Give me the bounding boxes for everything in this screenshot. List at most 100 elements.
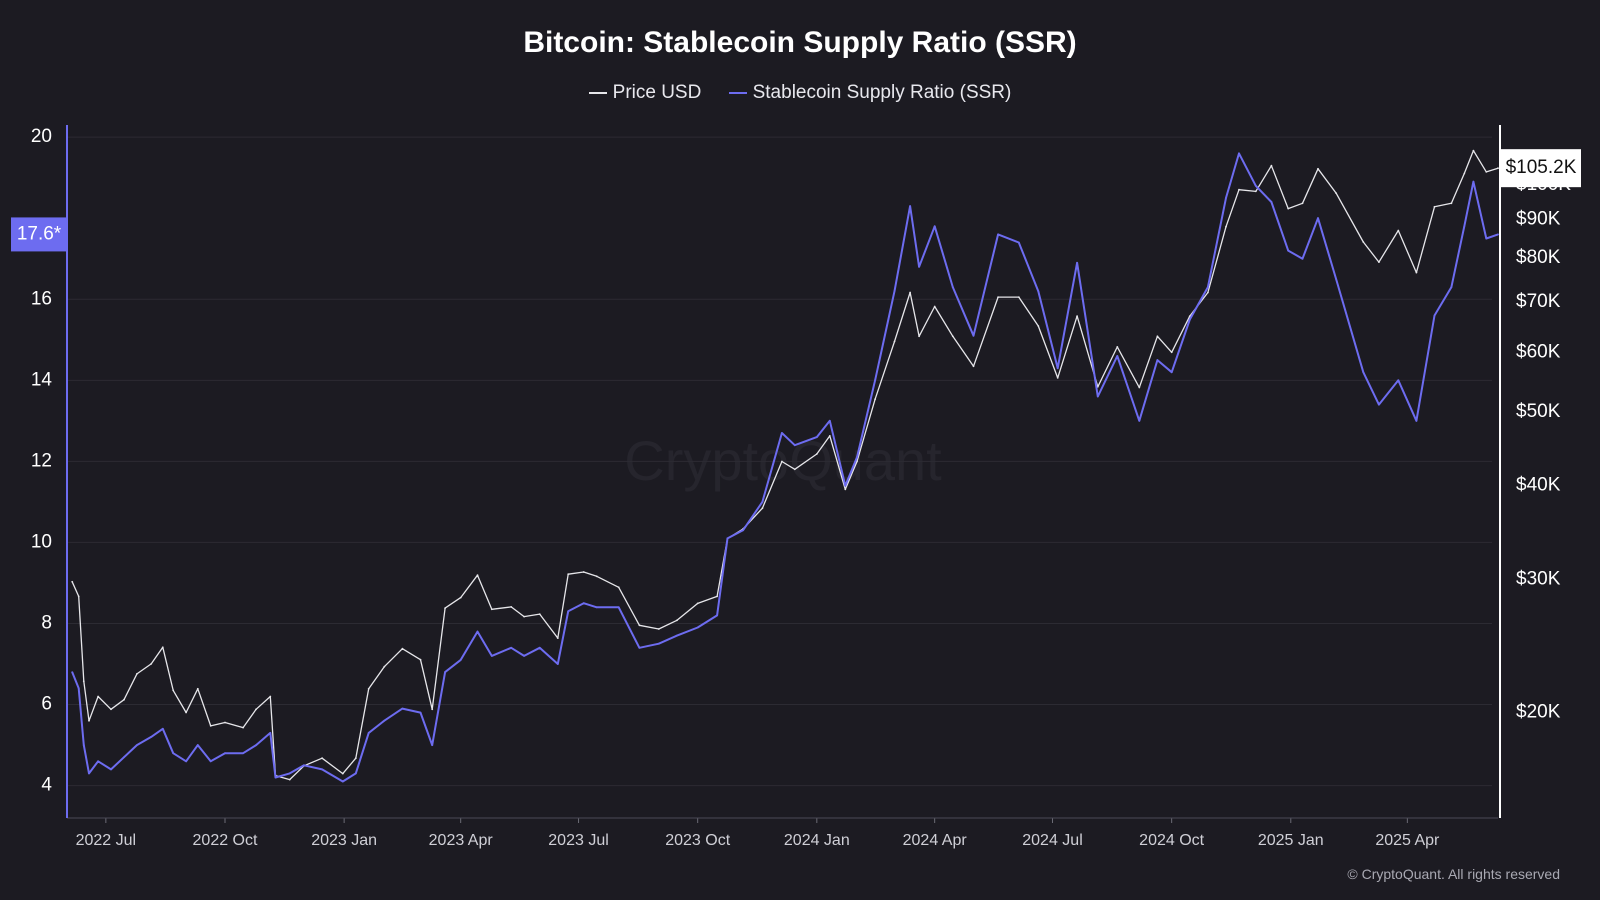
data-point-ssr [71, 671, 74, 673]
data-point-price [893, 340, 896, 343]
data-point-ssr [1378, 403, 1380, 406]
data-point-ssr [367, 732, 370, 734]
data-point-ssr [476, 630, 479, 633]
data-point-ssr [951, 286, 954, 288]
data-point-ssr [793, 444, 796, 447]
data-point-ssr [556, 663, 559, 665]
data-point-ssr [1270, 201, 1273, 203]
data-point-ssr [1037, 290, 1040, 293]
data-point-ssr [781, 432, 783, 434]
data-point-price [828, 435, 831, 437]
data-point-ssr [617, 606, 620, 609]
watermark: CryptoQuant [624, 429, 942, 492]
data-point-price [1188, 315, 1191, 317]
data-point-ssr [242, 752, 245, 755]
y-right-tick-label: $30K [1516, 569, 1561, 590]
data-point-ssr [726, 537, 729, 540]
data-point-price [459, 596, 462, 599]
data-point-ssr [933, 225, 936, 228]
data-point-price [781, 460, 783, 463]
data-point-price [288, 778, 291, 781]
legend-swatch-price [588, 92, 607, 94]
data-point-ssr [1287, 249, 1290, 252]
x-tick-label: 2024 Apr [903, 832, 968, 849]
data-point-price [1037, 325, 1040, 327]
legend-item-ssr[interactable]: Stablecoin Supply Ratio (SSR) [728, 82, 1011, 104]
data-point-price [224, 721, 226, 724]
data-point-price [321, 757, 323, 760]
y-right-tick-label: $50K [1516, 401, 1561, 422]
data-point-price [269, 695, 272, 698]
y-right-tick-label: $70K [1516, 291, 1561, 312]
data-point-ssr [909, 205, 911, 208]
data-point-price [582, 571, 585, 573]
data-point-ssr [716, 614, 718, 617]
data-point-ssr [354, 772, 357, 775]
data-point-ssr [510, 646, 513, 649]
data-point-price [716, 595, 718, 598]
data-point-price [657, 628, 660, 630]
data-point-ssr [893, 290, 896, 293]
data-point-price [951, 335, 954, 338]
data-point-ssr [742, 529, 744, 532]
data-point-ssr [1485, 237, 1488, 240]
data-point-price [538, 613, 541, 615]
data-point-ssr [274, 776, 277, 779]
data-point-price [1225, 225, 1227, 228]
data-point-ssr [1463, 225, 1466, 228]
data-point-price [918, 335, 920, 338]
data-point-ssr [110, 768, 112, 771]
data-point-ssr [161, 727, 164, 730]
y-left-tick-label: 8 [41, 612, 52, 633]
legend: Price USD Stablecoin Supply Ratio (SSR) [0, 78, 1600, 104]
data-point-ssr [523, 655, 525, 657]
data-point-price [110, 708, 112, 711]
data-point-price [1317, 167, 1319, 170]
data-point-price [354, 757, 357, 760]
data-point-price [909, 291, 911, 294]
data-point-price [638, 624, 641, 627]
data-point-ssr [1472, 180, 1475, 183]
data-point-price [1156, 335, 1159, 338]
data-point-ssr [383, 719, 386, 722]
data-point-ssr [185, 760, 188, 763]
y-left-tick-label: 10 [31, 531, 52, 552]
data-point-ssr [856, 456, 858, 459]
y-right-tick-label: $90K [1516, 208, 1561, 229]
data-point-price [1450, 202, 1453, 205]
data-point-price [1138, 386, 1141, 389]
data-point-price [196, 687, 199, 690]
data-point-ssr [150, 736, 153, 738]
data-point-ssr [1397, 379, 1400, 382]
legend-swatch-ssr [728, 92, 747, 94]
data-point-price [1017, 296, 1020, 298]
data-point-ssr [1225, 197, 1227, 199]
data-point-ssr [1497, 233, 1499, 236]
data-point-ssr [341, 780, 344, 783]
data-point-price [844, 488, 847, 491]
data-point-ssr [657, 642, 660, 645]
data-point-ssr [595, 606, 598, 609]
data-point-price [401, 647, 404, 650]
x-tick-label: 2023 Jul [548, 832, 609, 849]
price-current-badge-label: $105.2K [1506, 157, 1577, 178]
data-point-ssr [1450, 286, 1453, 288]
data-point-ssr [303, 764, 305, 767]
data-point-price [1254, 190, 1257, 193]
price-current-badge [1501, 149, 1581, 188]
legend-item-price[interactable]: Price USD [588, 82, 701, 104]
data-point-price [161, 646, 164, 649]
data-point-ssr [82, 744, 85, 746]
data-point-price [1116, 346, 1119, 348]
data-point-price [1238, 188, 1240, 191]
data-point-price [1270, 164, 1273, 167]
data-point-ssr [1335, 278, 1337, 280]
data-point-price [123, 698, 125, 701]
data-point-ssr [136, 744, 138, 746]
data-point-ssr [761, 501, 764, 503]
data-point-price [1485, 171, 1488, 173]
ssr-current-badge-label: 17.6* [17, 223, 62, 244]
data-point-ssr [828, 419, 831, 422]
